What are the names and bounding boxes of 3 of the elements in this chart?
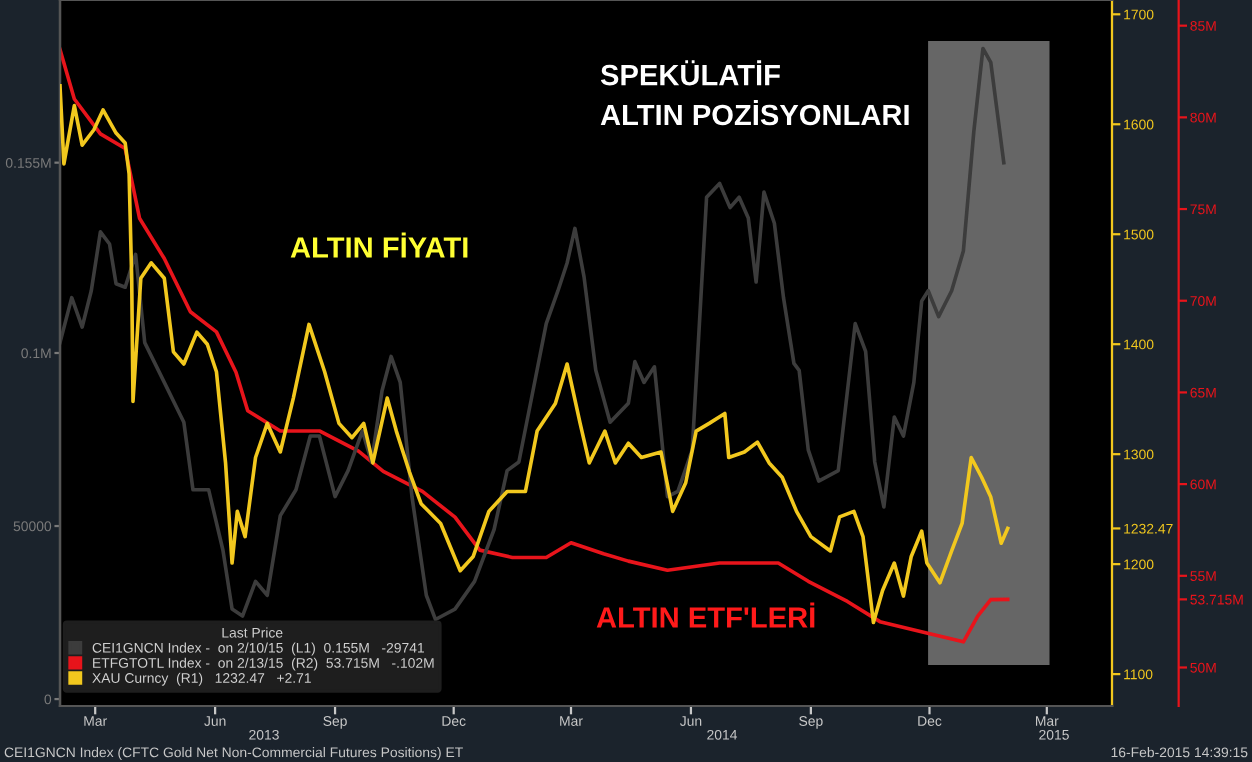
annotation: ALTIN FİYATI <box>290 232 468 258</box>
annotation: ALTIN ETF'LERİ <box>596 602 815 628</box>
annotation: SPEKÜLATİF ALTIN POZİSYONLARI <box>600 60 909 126</box>
